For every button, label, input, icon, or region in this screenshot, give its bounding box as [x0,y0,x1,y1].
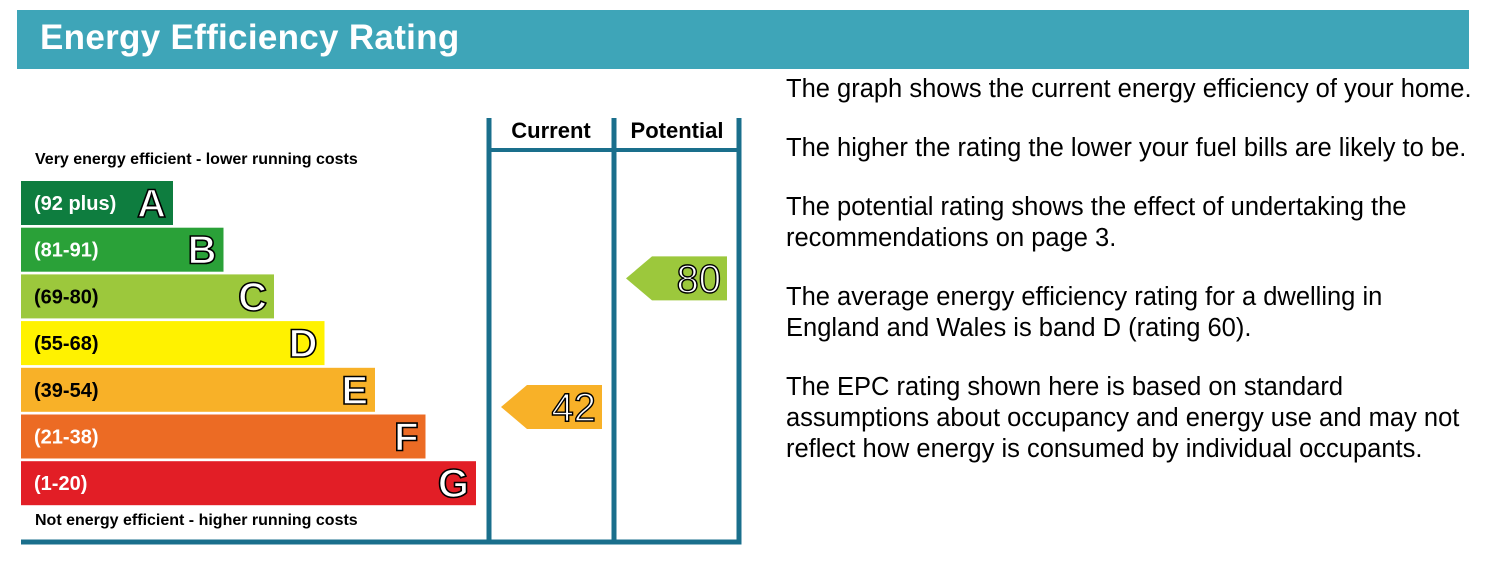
potential-rating-arrow [626,256,727,301]
band-letter-e: E [341,369,368,413]
epc-chart-svg: (92 plus) A (81-91) B (69-80) C (55-68) D (39-54… [21,118,742,545]
header-bar: Energy Efficiency Rating [17,10,1469,69]
description-paragraph: The graph shows the current energy effic… [786,75,1472,103]
band-range-label: (21-38) [34,427,98,449]
band-bar-d [21,321,325,366]
band-range-label: (69-80) [34,286,98,308]
band-letter-d: D [289,322,318,366]
band-range-label: (81-91) [34,240,98,262]
epc-chart: (92 plus) A (81-91) B (69-80) C (55-68) D (39-54… [21,118,742,545]
current-rating-value: 42 [552,386,597,430]
description-panel: The graph shows the current energy effic… [786,74,1476,493]
description-paragraph: The EPC rating shown here is based on st… [786,373,1460,463]
band-range-label: (55-68) [34,333,98,355]
band-letter-g: G [438,462,469,506]
description-paragraph: The potential rating shows the effect of… [786,193,1407,252]
band-bar-f [21,414,426,459]
band-letter-a: A [137,182,166,226]
band-range-label: (1-20) [34,473,87,495]
description-paragraph: The higher the rating the lower your fue… [786,134,1467,162]
band-bar-b [21,227,224,272]
band-bar-e [21,367,375,412]
band-letter-c: C [238,275,267,319]
scale-label-top: Very energy efficient - lower running co… [35,151,358,168]
column-header-current: Current [511,118,591,143]
band-bar-a [21,181,173,225]
band-range-label: (92 plus) [34,193,116,215]
band-letter-b: B [188,229,217,273]
potential-rating-value: 80 [677,257,722,301]
band-range-label: (39-54) [34,380,98,402]
scale-label-bottom: Not energy efficient - higher running co… [35,512,358,529]
current-rating-arrow [501,385,602,429]
page-title: Energy Efficiency Rating [40,18,460,57]
band-bar-g [21,461,476,506]
column-header-potential: Potential [630,118,724,143]
description-paragraph: The average energy efficiency rating for… [786,283,1383,342]
band-bar-c [21,274,274,319]
band-letter-f: F [394,416,418,460]
